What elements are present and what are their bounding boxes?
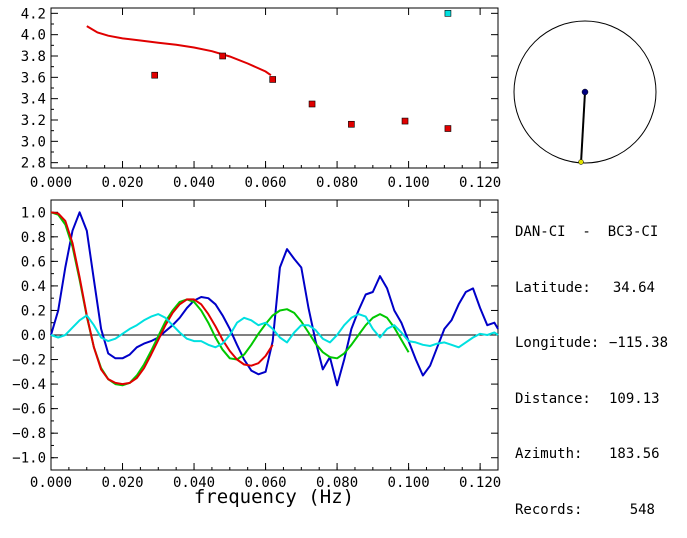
bottom-x-tick-label: 0.040 bbox=[173, 475, 215, 491]
top-points bbox=[151, 10, 452, 132]
distance-row: Distance: 109.13 bbox=[515, 390, 660, 407]
bottom-x-tick-label: 0.000 bbox=[30, 475, 72, 491]
bottom-x-tick-label: 0.060 bbox=[244, 475, 286, 491]
top-point bbox=[151, 71, 159, 79]
bottom-chart: 0.000 0.020 0.040 0.060 0.080 0.100 0.120 1.00… bbox=[12, 199, 501, 508]
bottom-y-tick-label: −0.6 bbox=[12, 402, 46, 418]
partner-station-dot bbox=[578, 159, 584, 165]
top-y-tick-label: 4.2 bbox=[21, 6, 46, 22]
top-y-ticks: 2.8 3.0 3.2 3.4 3.6 3.8 4.0 4.2 bbox=[21, 6, 498, 172]
bottom-y-tick-label: 0.8 bbox=[21, 230, 46, 246]
x-axis-label: frequency (Hz) bbox=[194, 486, 354, 508]
bottom-y-tick-label: −0.4 bbox=[12, 377, 46, 393]
info-panel: DAN-CI - BC3-CI Latitude: 34.64 Longitude… bbox=[515, 186, 669, 538]
top-x-tick-label: 0.100 bbox=[388, 175, 430, 191]
map-inset-circle bbox=[513, 20, 657, 164]
records-row: Records: 548 bbox=[515, 501, 655, 518]
bottom-x-tick-label: 0.120 bbox=[459, 475, 501, 491]
series-line bbox=[50, 211, 410, 387]
bottom-y-tick-label: −1.0 bbox=[12, 451, 46, 467]
bottom-y-tick-label: −0.2 bbox=[12, 353, 46, 369]
top-x-tick-label: 0.120 bbox=[459, 175, 501, 191]
azimuth-line bbox=[580, 91, 586, 164]
map-inset bbox=[513, 20, 657, 165]
bottom-y-tick-label: 0.6 bbox=[21, 254, 46, 270]
figure: 0.000 0.020 0.040 0.060 0.080 0.100 0.120 2.8 3… bbox=[12, 6, 657, 508]
top-x-tick-label: 0.020 bbox=[101, 175, 143, 191]
top-x-tick-label: 0.060 bbox=[244, 175, 286, 191]
bottom-x-tick-label: 0.100 bbox=[388, 475, 430, 491]
top-point bbox=[308, 100, 316, 108]
bottom-y-tick-label: 0.2 bbox=[21, 303, 46, 319]
station-dot bbox=[581, 88, 589, 96]
top-y-tick-label: 2.8 bbox=[21, 156, 46, 172]
top-point bbox=[401, 117, 409, 125]
top-point bbox=[269, 76, 277, 83]
bottom-y-tick-label: −0.8 bbox=[12, 426, 46, 442]
bottom-y-ticks: 1.0 0.8 0.6 0.4 0.2 0.0 −0.2 −0.4 −0.6 −0.8 −1.0 bbox=[12, 205, 498, 467]
series-line bbox=[50, 313, 499, 349]
top-y-tick-label: 3.2 bbox=[21, 113, 46, 129]
top-y-tick-label: 3.0 bbox=[21, 134, 46, 150]
top-fit-curve bbox=[86, 25, 272, 77]
series-line bbox=[50, 211, 274, 386]
top-x-ticks: 0.000 0.020 0.040 0.060 0.080 0.100 0.120 bbox=[30, 8, 501, 191]
bottom-y-tick-label: 1.0 bbox=[21, 205, 46, 221]
top-point-highlight bbox=[444, 10, 452, 17]
top-point bbox=[348, 120, 355, 128]
latitude-row: Latitude: 34.64 bbox=[515, 279, 655, 296]
top-chart: 0.000 0.020 0.040 0.060 0.080 0.100 0.120 2.8 3… bbox=[21, 6, 501, 191]
top-y-tick-label: 4.0 bbox=[21, 28, 46, 44]
top-x-tick-label: 0.000 bbox=[30, 175, 72, 191]
top-point bbox=[444, 125, 452, 132]
top-chart-frame bbox=[50, 7, 499, 169]
top-y-tick-label: 3.4 bbox=[21, 92, 46, 108]
top-x-tick-label: 0.080 bbox=[316, 175, 358, 191]
top-point bbox=[219, 52, 226, 60]
bottom-x-ticks: 0.000 0.020 0.040 0.060 0.080 0.100 0.120 bbox=[30, 200, 501, 491]
bottom-series bbox=[50, 211, 499, 387]
bottom-x-tick-label: 0.080 bbox=[316, 475, 358, 491]
longitude-row: Longitude: −115.38 bbox=[515, 335, 669, 351]
bottom-x-tick-label: 0.020 bbox=[101, 475, 143, 491]
azimuth-row: Azimuth: 183.56 bbox=[515, 446, 660, 462]
station-pair-title: DAN-CI - BC3-CI bbox=[515, 224, 659, 240]
top-x-tick-label: 0.040 bbox=[173, 175, 215, 191]
bottom-y-tick-label: 0.0 bbox=[21, 328, 46, 344]
top-y-tick-label: 3.6 bbox=[21, 70, 46, 86]
top-y-tick-label: 3.8 bbox=[21, 49, 46, 65]
bottom-y-tick-label: 0.4 bbox=[21, 279, 46, 295]
series-line bbox=[50, 211, 499, 387]
